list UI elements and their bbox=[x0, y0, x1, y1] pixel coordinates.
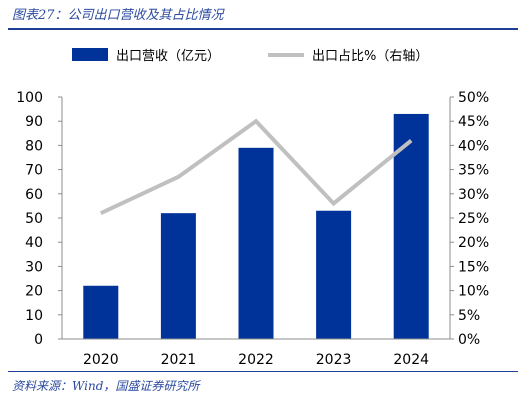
x-tick-label: 2020 bbox=[83, 352, 119, 368]
footer-divider bbox=[8, 371, 518, 372]
legend-bar-label: 出口营收（亿元） bbox=[116, 49, 220, 64]
bar-2024 bbox=[393, 113, 429, 339]
x-tick-label: 2023 bbox=[316, 352, 352, 368]
source-note: 资料来源：Wind，国盛证券研究所 bbox=[12, 379, 200, 393]
right-tick-label: 25% bbox=[458, 211, 489, 227]
left-tick-label: 0 bbox=[34, 332, 43, 348]
bar-2022 bbox=[238, 147, 274, 339]
x-axis: 2020 2021 2022 2023 2024 bbox=[62, 338, 450, 368]
legend-line-label: 出口占比%（右轴） bbox=[312, 49, 428, 64]
bar-2021 bbox=[160, 213, 196, 339]
left-tick-label: 40 bbox=[25, 235, 43, 251]
right-tick-label: 15% bbox=[458, 259, 489, 275]
legend-bar-swatch bbox=[72, 48, 108, 61]
right-tick-label: 0% bbox=[458, 332, 480, 348]
left-tick-label: 70 bbox=[25, 163, 43, 179]
right-tick-label: 20% bbox=[458, 235, 489, 251]
x-tick-label: 2022 bbox=[238, 352, 274, 368]
right-tick-label: 50% bbox=[458, 90, 489, 106]
right-tick-label: 5% bbox=[458, 308, 480, 324]
left-axis: 0 10 20 30 40 50 60 70 80 90 100 bbox=[16, 90, 63, 348]
chart: 出口营收（亿元） 出口占比%（右轴） 0 10 20 30 40 50 60 70 80 90 100… bbox=[16, 48, 489, 368]
left-tick-label: 80 bbox=[25, 138, 43, 154]
bar-2020 bbox=[83, 285, 119, 339]
x-tick-label: 2021 bbox=[161, 352, 197, 368]
x-tick-label: 2024 bbox=[393, 352, 429, 368]
right-tick-label: 30% bbox=[458, 187, 489, 203]
left-tick-label: 20 bbox=[25, 284, 43, 300]
right-tick-label: 10% bbox=[458, 284, 489, 300]
title-divider bbox=[8, 28, 518, 30]
left-tick-label: 60 bbox=[25, 187, 43, 203]
right-tick-label: 45% bbox=[458, 114, 489, 130]
bar-2023 bbox=[316, 210, 352, 339]
left-tick-label: 10 bbox=[25, 308, 43, 324]
right-axis: 0% 5% 10% 15% 20% 25% 30% 35% 40% 45% 50% bbox=[449, 90, 489, 348]
legend: 出口营收（亿元） 出口占比%（右轴） bbox=[72, 48, 428, 64]
left-tick-label: 100 bbox=[16, 90, 43, 106]
figure-title: 图表27：公司出口营收及其占比情况 bbox=[12, 8, 224, 23]
bar-series bbox=[83, 113, 429, 339]
left-tick-label: 50 bbox=[25, 211, 43, 227]
left-tick-label: 90 bbox=[25, 114, 43, 130]
right-tick-label: 40% bbox=[458, 138, 489, 154]
line-series bbox=[99, 118, 413, 215]
right-tick-label: 35% bbox=[458, 163, 489, 179]
left-tick-label: 30 bbox=[25, 259, 43, 275]
